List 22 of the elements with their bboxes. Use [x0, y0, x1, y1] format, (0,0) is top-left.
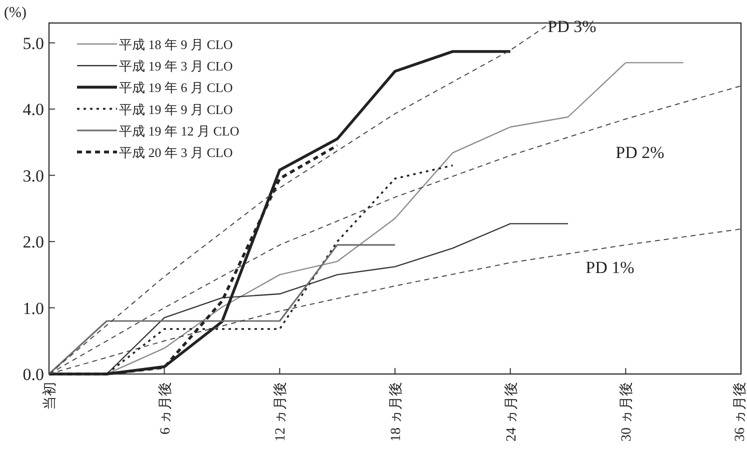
x-tick-label: 18 ヵ月後: [388, 382, 404, 442]
legend-label: 平成 19 年 12 月 CLO: [119, 123, 240, 138]
x-tick-label: 24 ヵ月後: [503, 382, 520, 442]
legend-label: 平成 19 年 9 月 CLO: [119, 102, 233, 117]
y-tick-label: 3.0: [22, 166, 44, 186]
y-tick-label: 1.0: [22, 298, 44, 318]
y-tick-label: 4.0: [22, 100, 44, 120]
y-axis-title: (%): [4, 5, 26, 21]
legend-label: 平成 18 年 9 月 CLO: [119, 37, 233, 52]
legend-label: 平成 20 年 3 月 CLO: [119, 145, 233, 160]
x-tick-label: 30 ヵ月後: [618, 382, 635, 442]
legend-label: 平成 19 年 6 月 CLO: [119, 80, 233, 96]
x-tick-label: 36 ヵ月後: [732, 382, 747, 442]
annotation: PD 2%: [616, 143, 664, 162]
x-tick-label: 当初: [42, 382, 58, 410]
x-tick-label: 12 ヵ月後: [272, 382, 289, 442]
x-tick-label: 6 ヵ月後: [157, 382, 174, 434]
y-tick-label: 2.0: [22, 232, 44, 252]
annotation: PD 1%: [586, 258, 634, 277]
legend-label: 平成 19 年 3 月 CLO: [119, 58, 233, 74]
y-tick-label: 0.0: [22, 365, 44, 384]
y-tick-label: 5.0: [22, 34, 44, 53]
